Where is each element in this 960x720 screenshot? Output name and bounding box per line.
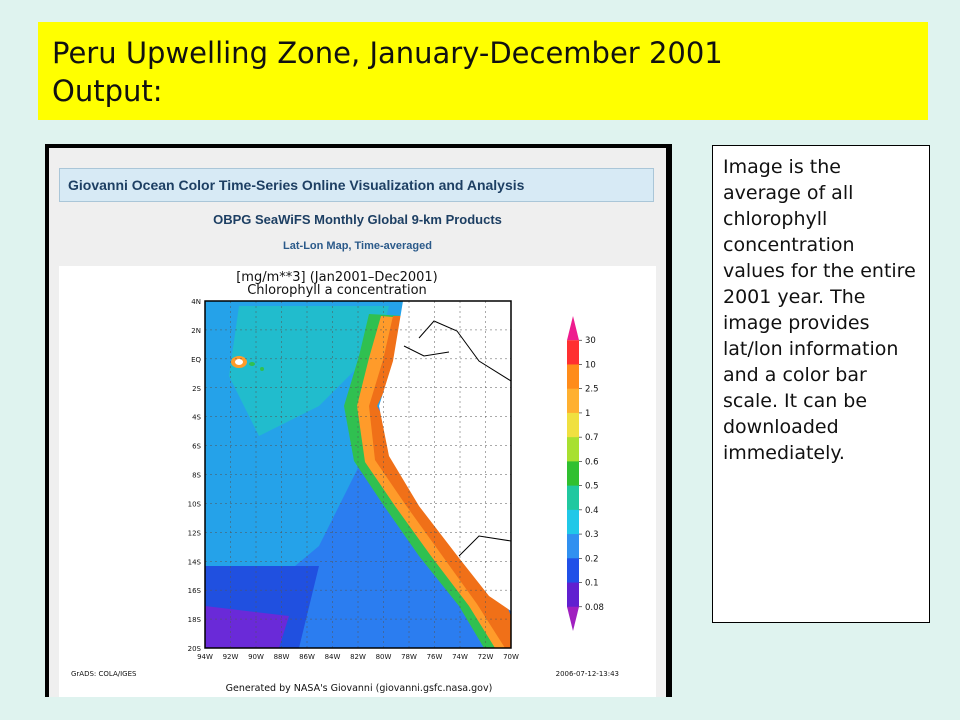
giovanni-banner: Giovanni Ocean Color Time-Series Online … (59, 168, 654, 202)
lat-tick-label: 6S (192, 443, 201, 451)
colorbar-band (567, 558, 579, 584)
lon-tick-label: 80W (376, 653, 392, 661)
giovanni-screenshot: Giovanni Ocean Color Time-Series Online … (45, 144, 672, 697)
map-grid (205, 301, 511, 648)
colorbar-band (567, 509, 579, 535)
lat-tick-label: EQ (191, 356, 201, 364)
lat-tick-label: 14S (188, 558, 202, 566)
longitude-axis: 94W 92W 90W 88W 86W 84W 82W 80W 78W 76W 74W 72W 70W (197, 653, 519, 661)
slide-title-line-2: Output: (52, 74, 163, 108)
lon-tick-label: 72W (478, 653, 494, 661)
colorbar-label: 0.08 (585, 603, 604, 613)
lat-tick-label: 4S (192, 414, 201, 422)
lon-tick-label: 94W (197, 653, 213, 661)
colorbar-band (567, 437, 579, 462)
plot-title-line-1: [mg/m**3] (Jan2001–Dec2001) (236, 270, 438, 285)
slide-title: Peru Upwelling Zone, January-December 20… (38, 22, 928, 120)
colorbar-band (567, 606, 579, 631)
lon-tick-label: 86W (299, 653, 315, 661)
colorbar-label: 0.5 (585, 482, 599, 492)
lon-tick-label: 74W (452, 653, 468, 661)
lat-tick-label: 2S (192, 385, 201, 393)
colorbar-band (567, 412, 579, 438)
lat-tick-label: 2N (191, 327, 201, 335)
lat-tick-label: 20S (188, 645, 202, 653)
colorbar-band (567, 534, 579, 559)
footer-left: GrADS: COLA/IGES (71, 670, 137, 678)
lon-tick-label: 90W (248, 653, 264, 661)
colorbar-label: 0.6 (585, 457, 599, 467)
generated-by: Generated by NASA's Giovanni (giovanni.g… (226, 683, 493, 694)
lon-tick-label: 70W (503, 653, 519, 661)
colorbar-label: 30 (585, 336, 596, 346)
slide-title-line-1: Peru Upwelling Zone, January-December 20… (52, 36, 723, 70)
colorbar-band (567, 461, 579, 487)
colorbar-label: 1 (585, 409, 590, 419)
lon-tick-label: 92W (223, 653, 239, 661)
lat-tick-label: 4N (191, 298, 201, 306)
colorbar-label: 0.7 (585, 433, 599, 443)
colorbar-band (567, 485, 579, 511)
lon-tick-label: 78W (401, 653, 417, 661)
map-panel: [mg/m**3] (Jan2001–Dec2001) Chlorophyll … (59, 266, 656, 697)
lon-tick-label: 76W (427, 653, 443, 661)
colorbar: 30 10 2.5 1 0.7 0.6 0.5 0.4 0.3 0.2 0.1 0.08 (567, 316, 604, 631)
colorbar-label: 0.2 (585, 554, 599, 564)
colorbar-label: 0.4 (585, 506, 599, 516)
lon-tick-label: 84W (325, 653, 341, 661)
map-type-title: Lat-Lon Map, Time-averaged (283, 240, 432, 252)
lat-tick-label: 16S (188, 587, 202, 595)
map-frame (204, 300, 512, 649)
description-text: Image is the average of all chlorophyll … (723, 156, 916, 464)
product-title: OBPG SeaWiFS Monthly Global 9-km Product… (213, 212, 502, 227)
colorbar-label: 2.5 (585, 385, 599, 395)
lon-tick-label: 88W (274, 653, 290, 661)
colorbar-label: 0.1 (585, 579, 599, 589)
colorbar-band (567, 316, 579, 341)
plot-title-line-2: Chlorophyll a concentration (247, 283, 427, 298)
colorbar-band (567, 582, 579, 608)
colorbar-band (567, 388, 579, 414)
lat-tick-label: 8S (192, 472, 201, 480)
colorbar-label: 0.3 (585, 530, 599, 540)
colorbar-band (567, 340, 579, 365)
latitude-axis: 4N 2N EQ 2S 4S 6S 8S 10S 12S 14S 16S 18S 20S (188, 298, 202, 653)
giovanni-page: Giovanni Ocean Color Time-Series Online … (49, 148, 666, 697)
lon-tick-label: 82W (350, 653, 366, 661)
giovanni-banner-text: Giovanni Ocean Color Time-Series Online … (68, 177, 525, 193)
footer-right: 2006-07-12-13:43 (556, 670, 619, 678)
lat-tick-label: 18S (188, 616, 202, 624)
chlorophyll-map: [mg/m**3] (Jan2001–Dec2001) Chlorophyll … (71, 270, 619, 694)
colorbar-band (567, 364, 579, 390)
description-box: Image is the average of all chlorophyll … (712, 145, 930, 623)
lat-tick-label: 12S (188, 529, 202, 537)
colorbar-label: 10 (585, 360, 596, 370)
lat-tick-label: 10S (188, 500, 202, 508)
